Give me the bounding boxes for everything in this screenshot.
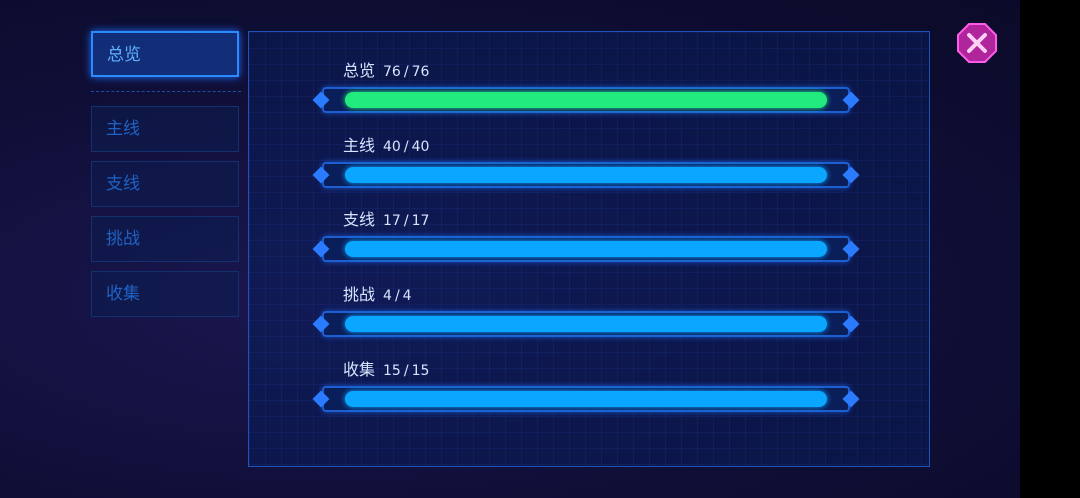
progress-fill <box>345 92 827 108</box>
progress-fill <box>345 166 827 183</box>
current-count: 40 <box>383 138 401 155</box>
row-count: 17/17 <box>383 213 429 229</box>
row-label: 支线 17/17 <box>343 206 429 230</box>
tab[interactable]: 支线 <box>91 161 239 207</box>
row-count: 4/4 <box>383 288 412 304</box>
tab-divider <box>91 91 241 92</box>
row-count: 76/76 <box>383 64 429 80</box>
progress-fill <box>345 316 827 333</box>
row-title: 支线 <box>343 210 376 230</box>
progress-track <box>322 161 850 188</box>
row-title: 挑战 <box>343 285 376 305</box>
current-count: 76 <box>383 64 401 80</box>
separator: / <box>403 64 409 80</box>
progress-track <box>322 236 850 263</box>
row-title: 总览 <box>343 61 376 80</box>
progress-fill <box>345 390 827 407</box>
tab[interactable]: 主线 <box>91 106 239 152</box>
current-count: 17 <box>383 213 401 230</box>
separator: / <box>394 288 400 305</box>
row-title: 收集 <box>343 359 376 379</box>
tab[interactable]: 总览 <box>91 31 239 77</box>
separator: / <box>403 362 409 379</box>
row-count: 40/40 <box>383 139 429 155</box>
row-title: 主线 <box>343 135 376 155</box>
current-count: 4 <box>383 288 392 305</box>
progress-track <box>322 385 850 412</box>
current-count: 15 <box>383 362 401 379</box>
close-button[interactable] <box>957 23 997 63</box>
row-label: 收集 15/15 <box>343 356 429 380</box>
progress-track <box>322 311 850 338</box>
tab[interactable]: 收集 <box>91 271 239 317</box>
row-count: 15/15 <box>383 363 429 379</box>
separator: / <box>403 213 409 230</box>
total-count: 40 <box>411 138 430 155</box>
row-label: 挑战 4/4 <box>343 281 412 305</box>
row-label: 总览 76/76 <box>343 57 429 81</box>
separator: / <box>403 138 409 155</box>
total-count: 4 <box>402 288 412 305</box>
progress-fill <box>345 241 827 258</box>
total-count: 76 <box>411 64 430 80</box>
progress-track <box>322 87 850 113</box>
total-count: 17 <box>411 213 430 230</box>
screen-edge <box>1020 0 1080 498</box>
row-label: 主线 40/40 <box>343 132 429 156</box>
tab[interactable]: 挑战 <box>91 216 239 262</box>
total-count: 15 <box>411 362 430 379</box>
